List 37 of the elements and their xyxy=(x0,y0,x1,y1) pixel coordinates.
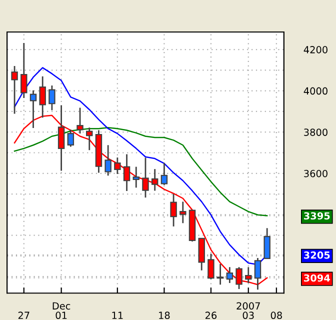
y-tick-label: 4000 xyxy=(304,87,328,95)
y-tick-label: 3205 xyxy=(304,251,330,259)
candlestick xyxy=(20,42,28,99)
y-tick-label: 3800 xyxy=(304,128,328,136)
line-series xyxy=(14,126,268,216)
candlestick xyxy=(123,154,130,192)
candlestick xyxy=(142,157,149,198)
x-tick-label: 18 xyxy=(159,312,170,320)
x-tick-label: 11 xyxy=(112,312,123,319)
candlestick xyxy=(76,107,84,134)
candlestick xyxy=(114,156,121,175)
candlestick xyxy=(11,65,18,114)
x-tick-label: 2007 03 xyxy=(236,302,260,320)
x-tick-label: Dec 01 xyxy=(52,302,70,320)
candlestick xyxy=(132,166,140,188)
candlestick xyxy=(86,126,93,151)
candlestick xyxy=(264,227,270,260)
y-tick-label: 4200 xyxy=(304,46,328,54)
x-tick-label: 27 xyxy=(18,312,30,319)
candlestick xyxy=(226,266,234,284)
y-tick-label: 3094 xyxy=(304,274,330,282)
candlestick xyxy=(208,253,214,280)
x-tick-label: 08 xyxy=(270,312,282,320)
candlestick xyxy=(67,128,74,148)
y-tick-label: 3395 xyxy=(304,212,330,220)
y-tick-label: 3600 xyxy=(304,170,328,178)
candlestick xyxy=(104,144,112,176)
line-series xyxy=(14,114,268,286)
candlestick xyxy=(180,200,186,224)
candlestick xyxy=(198,238,205,272)
candlestick xyxy=(160,162,168,186)
candlestick xyxy=(151,168,158,192)
candlestick xyxy=(30,90,37,129)
candlestick xyxy=(48,84,56,111)
candlestick xyxy=(254,257,262,290)
candlestick xyxy=(170,193,177,228)
x-tick-label: 26 xyxy=(205,312,217,320)
